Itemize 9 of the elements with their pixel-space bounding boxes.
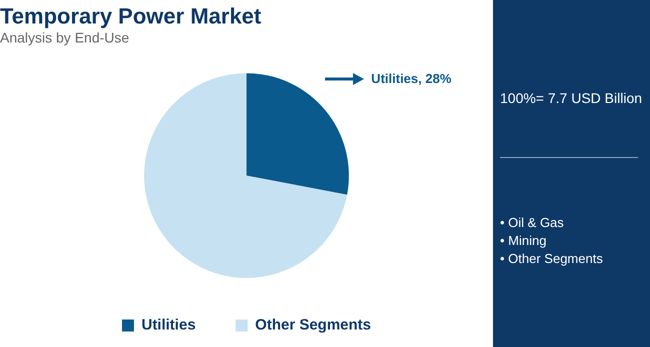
data-label: Utilities, 28% (371, 70, 452, 86)
text: • Oil & Gas (500, 215, 564, 230)
text: • Mining (500, 233, 546, 248)
legend-label: Other Segments (255, 316, 372, 334)
text: • Other Segments (500, 251, 603, 266)
text: 100%= 7.7 USD Billion (500, 90, 642, 106)
chart-subtitle: Analysis by End-Use (0, 30, 130, 46)
chart-title: Temporary Power Market (0, 3, 262, 28)
legend-label: Utilities (141, 316, 196, 334)
